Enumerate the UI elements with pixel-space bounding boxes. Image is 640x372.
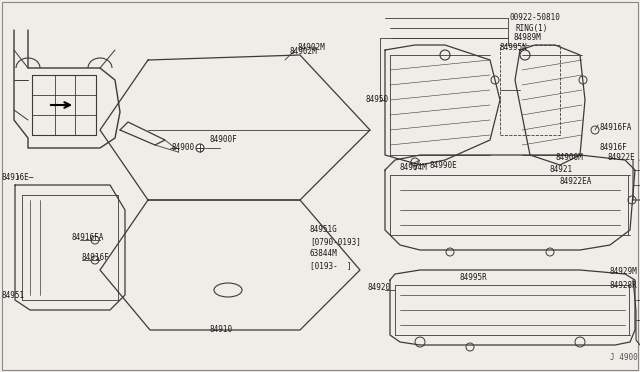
Text: 84910: 84910 xyxy=(210,326,233,334)
Text: 84922EA: 84922EA xyxy=(560,177,593,186)
Text: 84989M: 84989M xyxy=(513,33,541,42)
Text: 84990E: 84990E xyxy=(430,160,458,170)
Text: RING(1): RING(1) xyxy=(515,23,547,32)
Text: 84950: 84950 xyxy=(365,96,388,105)
Text: 84900F: 84900F xyxy=(210,135,237,144)
Circle shape xyxy=(196,144,204,152)
Text: 84951G: 84951G xyxy=(310,225,338,234)
Text: 84900M: 84900M xyxy=(555,154,583,163)
Text: 84995R: 84995R xyxy=(460,273,488,282)
Text: 84951: 84951 xyxy=(2,291,25,299)
Text: 63844M: 63844M xyxy=(310,250,338,259)
Text: 84964M: 84964M xyxy=(400,164,428,173)
Text: 84902M: 84902M xyxy=(297,44,324,52)
Text: [0790-0193]: [0790-0193] xyxy=(310,237,361,247)
Text: [0193-  ]: [0193- ] xyxy=(310,262,351,270)
Text: 84900: 84900 xyxy=(172,144,195,153)
Text: 84920: 84920 xyxy=(368,283,391,292)
Text: 84921: 84921 xyxy=(550,166,573,174)
Text: 84916FA: 84916FA xyxy=(600,124,632,132)
Text: 84916FA: 84916FA xyxy=(72,234,104,243)
Text: 84916E—: 84916E— xyxy=(2,173,35,183)
Text: 84929M: 84929M xyxy=(610,267,637,276)
Bar xyxy=(500,45,560,135)
Text: 84995N: 84995N xyxy=(500,44,528,52)
Text: J 4900 3: J 4900 3 xyxy=(610,353,640,362)
Text: 84922E: 84922E xyxy=(608,154,636,163)
Text: 00922-50810: 00922-50810 xyxy=(510,13,561,22)
Text: 84902M: 84902M xyxy=(290,48,317,57)
Text: 84916F: 84916F xyxy=(82,253,109,263)
Text: 84928R: 84928R xyxy=(610,280,637,289)
Text: 84916F: 84916F xyxy=(600,144,628,153)
